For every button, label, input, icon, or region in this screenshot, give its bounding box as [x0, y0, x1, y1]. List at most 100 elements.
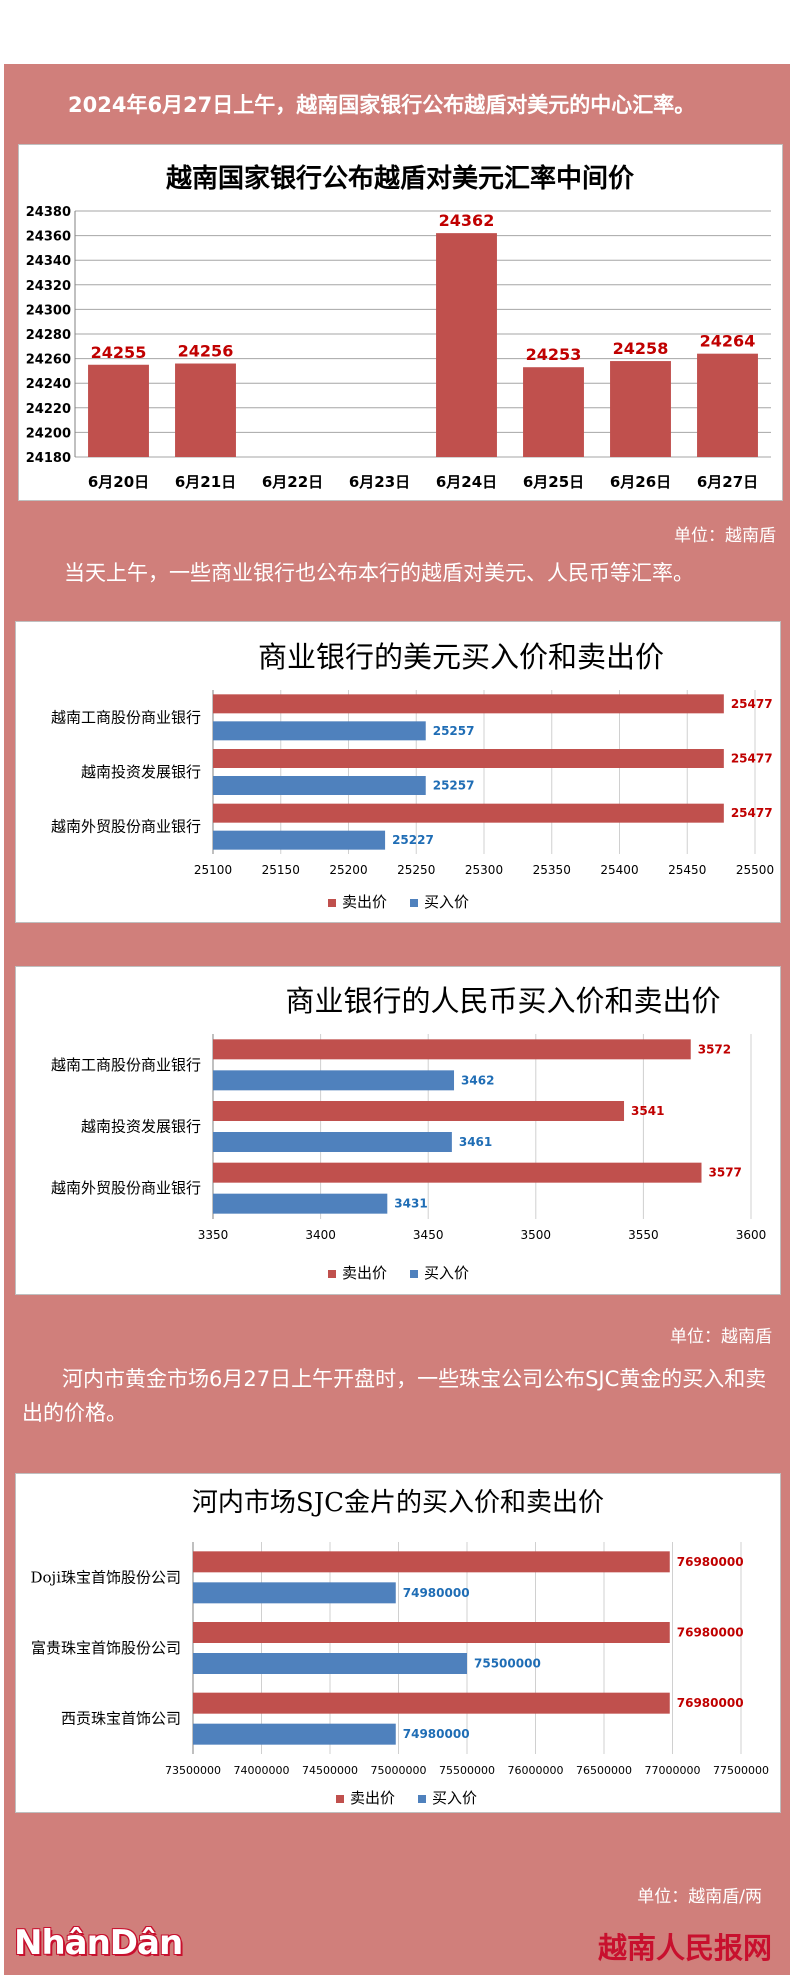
data-label: 24258	[613, 339, 669, 358]
data-label: 25477	[731, 697, 773, 711]
buy-bar	[213, 830, 386, 850]
legend-swatch	[328, 899, 336, 907]
data-label: 24253	[526, 345, 582, 364]
unit-label-1: 单位：越南盾	[674, 526, 776, 546]
y-tick-label: 24300	[26, 303, 71, 318]
data-label: 24362	[439, 211, 495, 230]
y-tick-label: 24200	[26, 426, 71, 441]
x-tick-label: 25450	[668, 863, 706, 877]
x-tick-label: 3550	[628, 1228, 659, 1242]
sell-bar	[213, 803, 724, 823]
x-tick-label: 25200	[329, 863, 367, 877]
data-label: 25477	[731, 806, 773, 820]
legend-swatch	[336, 1795, 344, 1803]
data-label: 25257	[433, 779, 475, 793]
data-label: 74980000	[403, 1727, 470, 1741]
legend-label: 买入价	[432, 1789, 477, 1807]
y-tick-label: 24220	[26, 402, 71, 417]
category-label: 越南工商股份商业银行	[51, 1056, 201, 1074]
intro-text-3: 河内市黄金市场6月27日上午开盘时，一些珠宝公司公布SJC黄金的买入和卖出的价格…	[22, 1367, 767, 1425]
x-tick-label: 3500	[521, 1228, 552, 1242]
chart-panel-usd: 商业银行的美元买入价和卖出价 25100 25150 25200 25250 25300 2…	[15, 621, 781, 923]
x-tick-label: 3400	[305, 1228, 336, 1242]
x-tick-label: 75000000	[371, 1764, 427, 1777]
sell-bar	[193, 1692, 670, 1714]
category-label: 越南投资发展银行	[81, 763, 201, 781]
x-tick-label: 6月20日	[88, 473, 149, 491]
legend-swatch	[418, 1795, 426, 1803]
chart-panel-gold: 河内市场SJC金片的买入价和卖出价 73500000 74000000 7450000…	[15, 1473, 781, 1813]
usd-rate-chart: 商业银行的美元买入价和卖出价 25100 25150 25200 25250 25300 2…	[51, 640, 774, 911]
y-tick-label: 24360	[26, 230, 71, 245]
x-tick-label: 73500000	[165, 1764, 221, 1777]
data-label: 76980000	[677, 1696, 744, 1710]
bar	[88, 364, 149, 457]
legend-swatch	[328, 1270, 336, 1278]
chart-panel-cny: 商业银行的人民币买入价和卖出价 3350 3400 3450 3500 3550 3600 越…	[15, 966, 781, 1295]
category-label: 越南外贸股份商业银行	[51, 818, 201, 836]
y-tick-label: 24320	[26, 279, 71, 294]
buy-bar	[193, 1582, 396, 1604]
bar	[523, 367, 584, 457]
x-tick-label: 75500000	[439, 1764, 495, 1777]
bar	[610, 361, 671, 457]
sell-bar	[213, 694, 724, 714]
x-tick-label: 25500	[736, 863, 774, 877]
data-label: 3577	[709, 1166, 742, 1180]
nhandan-logo: NhânDân	[14, 1923, 183, 1963]
category-label: 西贡珠宝首饰公司	[61, 1710, 181, 1728]
legend-swatch	[410, 1270, 418, 1278]
category-label: 富贵珠宝首饰股份公司	[31, 1639, 181, 1657]
x-tick-label: 6月25日	[523, 473, 584, 491]
data-label: 25257	[433, 724, 475, 738]
chart-title: 越南国家银行公布越盾对美元汇率中间价	[166, 163, 635, 194]
legend-label: 卖出价	[342, 893, 387, 911]
legend-label: 卖出价	[342, 1264, 387, 1282]
sell-bar	[213, 1162, 702, 1183]
buy-bar	[213, 1070, 455, 1091]
category-label: 越南外贸股份商业银行	[51, 1179, 201, 1197]
sell-bar	[193, 1551, 670, 1573]
y-tick-label: 24180	[26, 451, 71, 466]
chart-title: 商业银行的美元买入价和卖出价	[258, 640, 664, 674]
data-label: 75500000	[474, 1657, 541, 1671]
data-label: 24264	[700, 332, 756, 351]
x-tick-label: 25250	[397, 863, 435, 877]
x-tick-label: 3350	[198, 1228, 229, 1242]
x-tick-label: 6月23日	[349, 473, 410, 491]
x-tick-label: 6月21日	[175, 473, 236, 491]
data-label: 74980000	[403, 1586, 470, 1600]
category-label: Doji珠宝首饰股份公司	[30, 1568, 181, 1586]
data-label: 3431	[394, 1197, 427, 1211]
x-tick-label: 77000000	[645, 1764, 701, 1777]
x-tick-label: 6月22日	[262, 473, 323, 491]
buy-bar	[193, 1653, 467, 1674]
y-tick-label: 24240	[26, 377, 71, 392]
unit-label-2: 单位：越南盾	[670, 1327, 772, 1347]
category-label: 越南投资发展银行	[81, 1118, 201, 1136]
y-tick-label: 24260	[26, 353, 71, 368]
x-tick-label: 6月24日	[436, 473, 497, 491]
site-name-logo: 越南人民报网	[597, 1931, 772, 1965]
legend-label: 买入价	[424, 1264, 469, 1282]
central-rate-chart: 越南国家银行公布越盾对美元汇率中间价 24180 24200 24220 24240 24…	[26, 163, 771, 491]
data-label: 3462	[461, 1073, 494, 1087]
data-label: 3461	[459, 1135, 492, 1149]
sell-bar	[213, 749, 724, 768]
data-label: 25477	[731, 752, 773, 766]
legend-label: 买入价	[424, 893, 469, 911]
x-tick-label: 6月26日	[610, 473, 671, 491]
sjc-gold-chart: 河内市场SJC金片的买入价和卖出价 73500000 74000000 7450000…	[30, 1488, 769, 1807]
y-tick-label: 24280	[26, 328, 71, 343]
bar	[436, 233, 497, 457]
x-tick-label: 6月27日	[697, 473, 758, 491]
buy-bar	[213, 721, 426, 741]
data-label: 76980000	[677, 1626, 744, 1640]
x-tick-label: 25350	[533, 863, 571, 877]
buy-bar	[213, 776, 426, 795]
intro-text-2: 当天上午，一些商业银行也公布本行的越盾对美元、人民币等汇率。	[64, 561, 694, 585]
x-tick-label: 3600	[736, 1228, 767, 1242]
x-tick-label: 25100	[194, 863, 232, 877]
category-label: 越南工商股份商业银行	[51, 708, 201, 726]
